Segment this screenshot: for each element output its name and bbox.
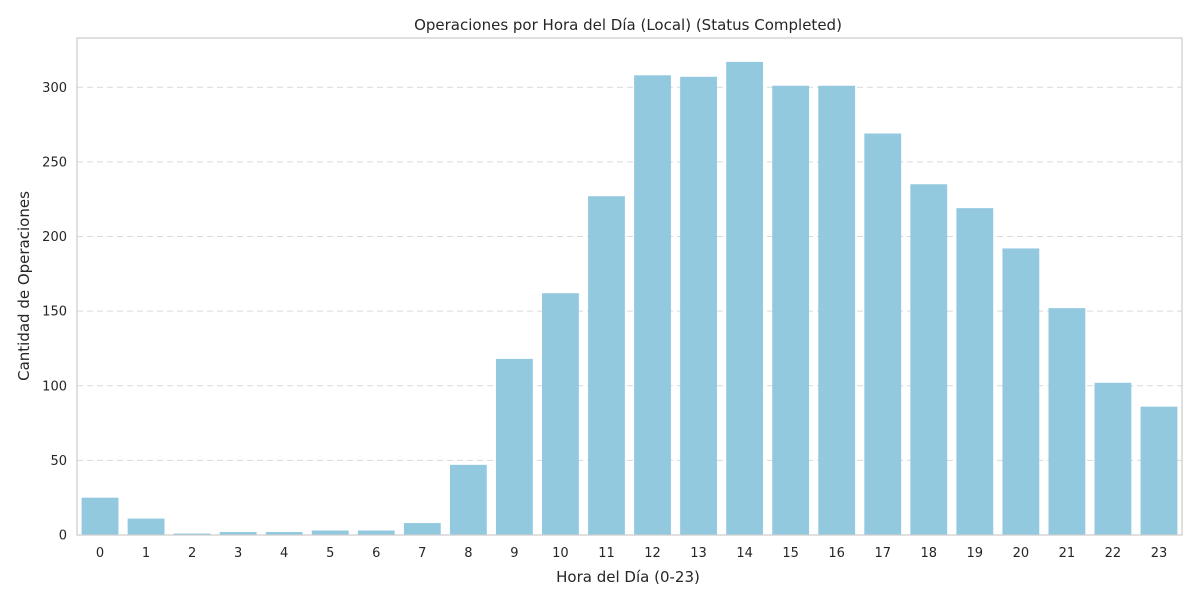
bar-hour-12: [634, 75, 671, 535]
y-tick-label: 100: [42, 379, 67, 394]
x-tick-label: 12: [644, 546, 661, 561]
y-tick-labels: 0 50 100 150 200 250 300: [42, 81, 67, 544]
bar-hour-8: [449, 464, 487, 535]
x-tick-label: 18: [920, 546, 937, 561]
bar-hour-7: [403, 523, 441, 535]
x-tick-label: 17: [874, 546, 891, 561]
bar-hour-5: [311, 530, 349, 535]
bar-hour-6: [357, 530, 395, 535]
y-tick-label: 50: [50, 454, 67, 469]
bar-hour-2: [173, 533, 211, 535]
bar-hour-10: [542, 293, 579, 535]
bar-hour-11: [588, 196, 625, 535]
x-axis-label: Hora del Día (0-23): [556, 568, 700, 586]
y-tick-label: 150: [42, 305, 67, 320]
x-tick-label: 6: [372, 546, 380, 561]
bar-hour-16: [818, 85, 856, 535]
x-tick-label: 1: [142, 546, 150, 561]
y-tick-label: 250: [42, 155, 67, 170]
plot-frame: [76, 37, 1183, 536]
bar-hour-4: [265, 532, 303, 535]
x-tick-label: 0: [96, 546, 104, 561]
x-tick-label: 11: [598, 546, 615, 561]
x-tick-label: 2: [188, 546, 196, 561]
bar-hour-3: [219, 532, 257, 535]
y-tick-label: 300: [42, 81, 67, 96]
gridlines: [77, 86, 1182, 461]
bar-hour-17: [864, 133, 902, 535]
x-tick-label: 4: [280, 546, 288, 561]
bar-hour-14: [726, 61, 764, 535]
x-tick-label: 9: [510, 546, 518, 561]
x-tick-label: 15: [782, 546, 799, 561]
y-tick-label: 0: [59, 529, 67, 544]
bars: [81, 61, 1178, 535]
x-tick-label: 8: [464, 546, 472, 561]
x-tick-label: 20: [1013, 546, 1030, 561]
x-tick-label: 23: [1151, 546, 1168, 561]
bar-hour-20: [1002, 248, 1040, 535]
x-tick-labels: 0 1 2 3 4 5 6 7 8 9 10 11 12 13 14 15 16 17 18 19 20 21 22 23: [96, 546, 1167, 561]
bar-hour-21: [1048, 308, 1086, 535]
x-tick-label: 22: [1105, 546, 1122, 561]
x-tick-label: 3: [234, 546, 242, 561]
x-tick-label: 19: [967, 546, 984, 561]
x-tick-label: 21: [1059, 546, 1076, 561]
x-tick-label: 10: [552, 546, 569, 561]
x-tick-label: 13: [690, 546, 707, 561]
bar-hour-19: [956, 208, 994, 535]
bar-hour-23: [1140, 406, 1178, 535]
bar-hour-15: [772, 85, 810, 535]
bar-hour-18: [910, 184, 948, 535]
bar-hour-13: [680, 76, 717, 535]
x-tick-label: 16: [828, 546, 845, 561]
bar-hour-9: [495, 358, 533, 535]
bar-hour-22: [1094, 382, 1132, 535]
x-tick-label: 7: [418, 546, 426, 561]
y-tick-label: 200: [42, 230, 67, 245]
x-tick-label: 5: [326, 546, 334, 561]
y-axis-label: Cantidad de Operaciones: [15, 191, 33, 381]
bar-hour-0: [81, 497, 119, 535]
chart-title: Operaciones por Hora del Día (Local) (St…: [414, 16, 842, 34]
bar-hour-1: [127, 518, 165, 535]
x-tick-label: 14: [736, 546, 753, 561]
